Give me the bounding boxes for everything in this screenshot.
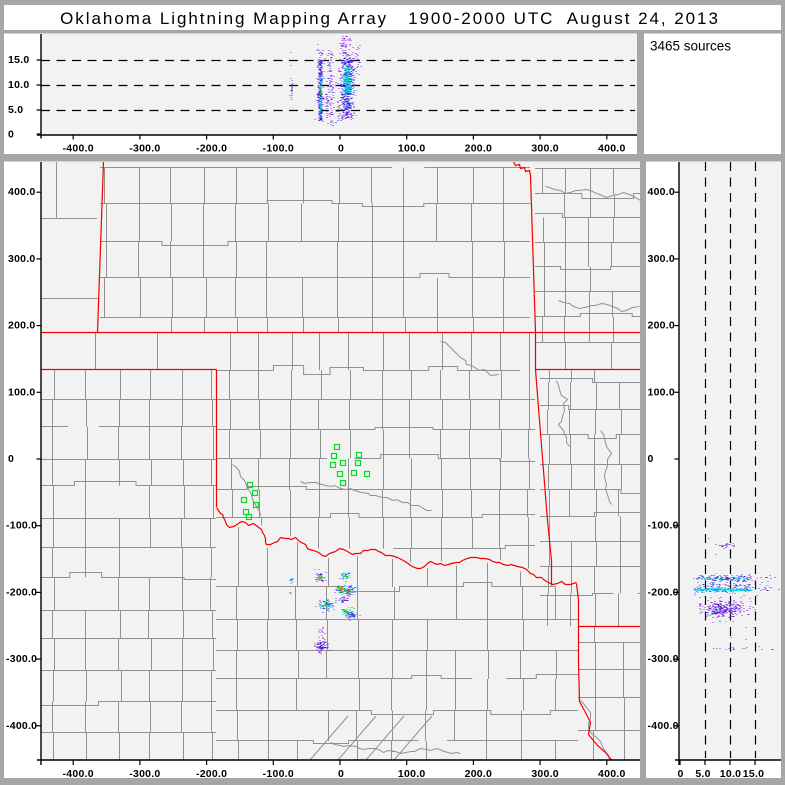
svg-text:0: 0 — [338, 768, 344, 780]
svg-text:-100.0: -100.0 — [648, 520, 679, 532]
svg-text:-100.0: -100.0 — [263, 142, 294, 154]
svg-text:-200.0: -200.0 — [6, 586, 37, 598]
svg-text:-200.0: -200.0 — [648, 586, 679, 598]
svg-text:3465 sources: 3465 sources — [650, 39, 731, 54]
svg-text:-100.0: -100.0 — [6, 520, 37, 532]
svg-text:-200.0: -200.0 — [196, 768, 227, 780]
svg-text:200.0: 200.0 — [8, 320, 36, 332]
svg-text:300.0: 300.0 — [531, 142, 559, 154]
svg-text:15.0: 15.0 — [8, 54, 29, 66]
svg-text:300.0: 300.0 — [531, 768, 559, 780]
svg-text:-200.0: -200.0 — [196, 142, 227, 154]
svg-text:-300.0: -300.0 — [648, 653, 679, 665]
svg-text:100.0: 100.0 — [398, 142, 426, 154]
svg-text:400.0: 400.0 — [598, 142, 626, 154]
svg-text:400.0: 400.0 — [598, 768, 626, 780]
svg-text:100.0: 100.0 — [398, 768, 426, 780]
svg-text:400.0: 400.0 — [8, 186, 36, 198]
svg-text:-300.0: -300.0 — [129, 768, 160, 780]
svg-text:400.0: 400.0 — [648, 186, 676, 198]
svg-text:Oklahoma Lightning Mapping Arr: Oklahoma Lightning Mapping Array 1900-20… — [60, 9, 720, 28]
svg-text:200.0: 200.0 — [465, 768, 493, 780]
svg-text:-300.0: -300.0 — [129, 142, 160, 154]
svg-text:0: 0 — [648, 453, 654, 465]
svg-text:-400.0: -400.0 — [648, 720, 679, 732]
svg-text:-400.0: -400.0 — [63, 768, 94, 780]
svg-text:15.0: 15.0 — [743, 768, 764, 780]
svg-text:0: 0 — [677, 768, 683, 780]
svg-text:-400.0: -400.0 — [6, 720, 37, 732]
svg-text:10.0: 10.0 — [8, 79, 29, 91]
svg-text:100.0: 100.0 — [648, 386, 676, 398]
svg-text:200.0: 200.0 — [648, 320, 676, 332]
svg-text:0: 0 — [8, 129, 14, 141]
svg-text:-400.0: -400.0 — [63, 142, 94, 154]
svg-text:300.0: 300.0 — [648, 253, 676, 265]
svg-text:-300.0: -300.0 — [6, 653, 37, 665]
svg-text:200.0: 200.0 — [465, 142, 493, 154]
svg-text:5.0: 5.0 — [695, 768, 710, 780]
svg-text:300.0: 300.0 — [8, 253, 36, 265]
svg-text:-100.0: -100.0 — [263, 768, 294, 780]
svg-text:100.0: 100.0 — [8, 386, 36, 398]
svg-text:10.0: 10.0 — [720, 768, 741, 780]
svg-text:5.0: 5.0 — [8, 104, 23, 116]
svg-text:0: 0 — [338, 142, 344, 154]
svg-text:0: 0 — [8, 453, 14, 465]
